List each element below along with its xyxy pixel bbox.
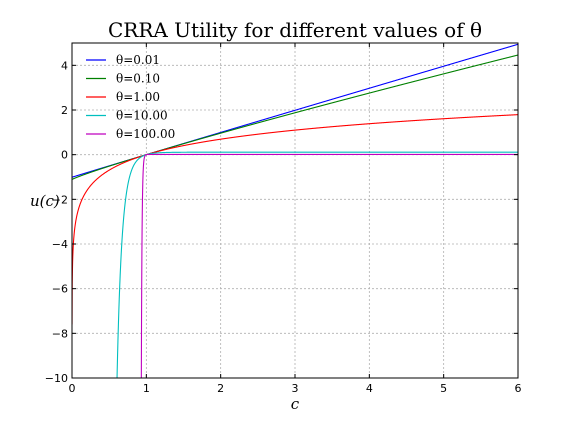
x-tick-label: 4 bbox=[366, 382, 373, 395]
legend-label: θ=0.01 bbox=[116, 53, 160, 67]
x-tick-label: 3 bbox=[292, 382, 299, 395]
y-tick-label: 2 bbox=[61, 104, 68, 117]
legend-label: θ=1.00 bbox=[116, 90, 160, 104]
y-tick-label: −4 bbox=[52, 238, 68, 251]
plot-background bbox=[72, 43, 518, 378]
legend-label: θ=100.00 bbox=[116, 127, 175, 141]
legend: θ=0.01 θ=0.10 θ=1.00 θ=10.00 θ=100.00 bbox=[86, 53, 175, 141]
chart-title: CRRA Utility for different values of θ bbox=[108, 18, 482, 42]
y-tick-label: 4 bbox=[61, 59, 68, 72]
series-group bbox=[72, 43, 518, 378]
x-tick-label: 2 bbox=[217, 382, 224, 395]
x-tick-label: 0 bbox=[69, 382, 76, 395]
series-line-theta-100 bbox=[140, 153, 518, 378]
y-tick-label: −6 bbox=[52, 283, 68, 296]
y-tick-label: −8 bbox=[52, 327, 68, 340]
legend-label: θ=0.10 bbox=[116, 72, 160, 86]
legend-label: θ=10.00 bbox=[116, 109, 168, 123]
y-tick-label: 0 bbox=[61, 149, 68, 162]
x-axis-label: c bbox=[291, 395, 300, 413]
x-tick-label: 6 bbox=[515, 382, 522, 395]
y-tick-label: −10 bbox=[45, 372, 68, 385]
y-tick-label: −2 bbox=[52, 193, 68, 206]
x-tick-label: 1 bbox=[143, 382, 150, 395]
y-axis-label: u(c) bbox=[30, 192, 60, 210]
axis-ticks: 0 1 2 3 4 5 6 −10 −8 −6 −4 −2 0 2 4 bbox=[45, 43, 522, 395]
x-tick-label: 5 bbox=[440, 382, 447, 395]
